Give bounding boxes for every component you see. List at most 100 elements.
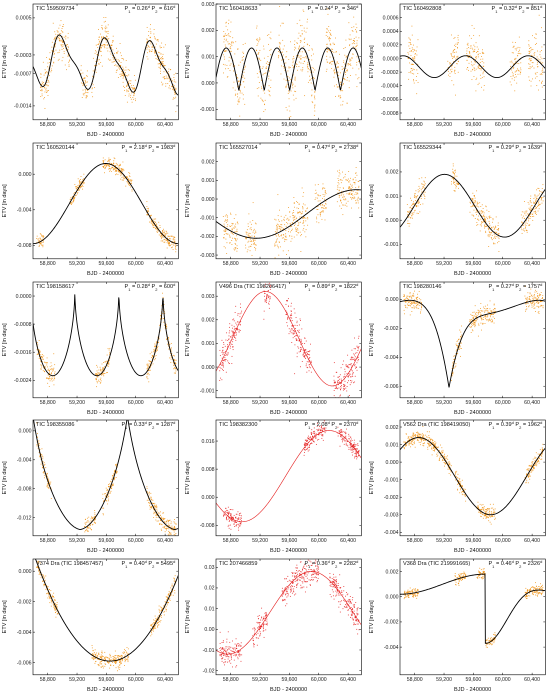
data-point: [293, 60, 294, 62]
data-point: [530, 85, 532, 87]
data-point: [298, 329, 300, 331]
data-point: [407, 304, 409, 306]
data-point: [43, 367, 45, 369]
data-point: [488, 231, 490, 232]
data-point: [80, 82, 82, 84]
data-point: [482, 306, 484, 308]
data-point: [238, 100, 240, 102]
data-point: [339, 196, 341, 198]
y-tick-label: 0.001: [202, 178, 215, 184]
data-point: [123, 69, 125, 71]
data-point: [128, 178, 130, 180]
data-point: [163, 46, 165, 48]
data-point: [541, 300, 543, 302]
data-point: [269, 282, 271, 284]
data-point: [338, 75, 340, 77]
data-point: [488, 228, 489, 230]
data-point: [260, 66, 262, 68]
data-point: [226, 232, 227, 234]
data-point: [102, 373, 104, 375]
data-point: [86, 95, 88, 97]
data-point: [109, 351, 111, 353]
data-point: [541, 80, 543, 82]
data-point: [337, 192, 339, 194]
data-point: [155, 354, 157, 356]
data-point: [300, 346, 302, 348]
data-point: [409, 43, 411, 45]
data-point: [278, 234, 280, 236]
data-point: [154, 46, 156, 48]
data-point: [484, 231, 486, 233]
data-point: [345, 179, 347, 181]
data-point: [537, 202, 539, 204]
data-point: [91, 87, 93, 89]
data-point: [510, 84, 512, 86]
data-point: [303, 217, 305, 219]
data-point: [339, 173, 341, 175]
data-point: [287, 318, 289, 320]
data-point: [296, 207, 298, 209]
data-point: [100, 381, 102, 383]
data-point: [254, 242, 256, 244]
data-point: [100, 370, 102, 372]
data-point: [154, 38, 156, 40]
data-point: [239, 323, 241, 325]
data-point: [343, 48, 345, 49]
data-point: [40, 89, 41, 91]
data-point: [532, 305, 534, 307]
data-point: [472, 316, 474, 318]
data-point: [169, 79, 171, 81]
data-point: [488, 216, 490, 218]
data-point: [152, 226, 154, 228]
x-tick-label: 59,600: [465, 122, 481, 128]
data-point: [236, 328, 238, 330]
data-point: [407, 53, 409, 55]
data-point: [169, 244, 171, 246]
data-point: [350, 75, 352, 76]
data-point: [171, 243, 173, 245]
data-point: [74, 191, 76, 193]
data-point: [328, 38, 330, 40]
data-point: [358, 68, 360, 70]
data-point: [43, 475, 45, 477]
data-point: [351, 198, 353, 200]
data-point: [165, 68, 167, 70]
data-point: [536, 195, 538, 197]
data-point: [174, 247, 176, 249]
data-point: [492, 308, 494, 310]
model-curve: [32, 162, 179, 244]
data-point: [473, 195, 475, 197]
data-point: [41, 87, 43, 89]
data-point: [290, 329, 292, 331]
data-point: [345, 39, 347, 41]
data-point: [304, 60, 306, 62]
data-point: [40, 76, 42, 78]
period-label: P1 = 0.32d P2 = 851d: [491, 4, 542, 14]
data-point: [135, 100, 137, 102]
data-point: [512, 52, 514, 54]
data-point: [166, 325, 168, 327]
data-point: [305, 228, 307, 230]
data-point: [455, 51, 457, 53]
data-point: [274, 243, 276, 245]
data-point: [54, 37, 55, 39]
data-point: [166, 343, 168, 345]
x-axis-label: BJD - 2400000: [454, 132, 491, 138]
data-point: [416, 54, 418, 56]
data-point: [275, 234, 277, 235]
data-point: [493, 236, 495, 238]
data-point: [270, 87, 272, 88]
data-point: [300, 235, 302, 236]
data-point: [296, 66, 298, 68]
data-point: [480, 86, 482, 88]
data-point: [525, 224, 527, 226]
data-point: [479, 314, 481, 316]
data-point: [230, 46, 232, 48]
data-point: [528, 203, 530, 205]
data-point: [163, 231, 165, 233]
data-point: [307, 63, 309, 65]
data-point: [471, 328, 473, 330]
data-point: [529, 63, 530, 65]
data-point: [118, 67, 120, 69]
data-point: [451, 68, 453, 70]
